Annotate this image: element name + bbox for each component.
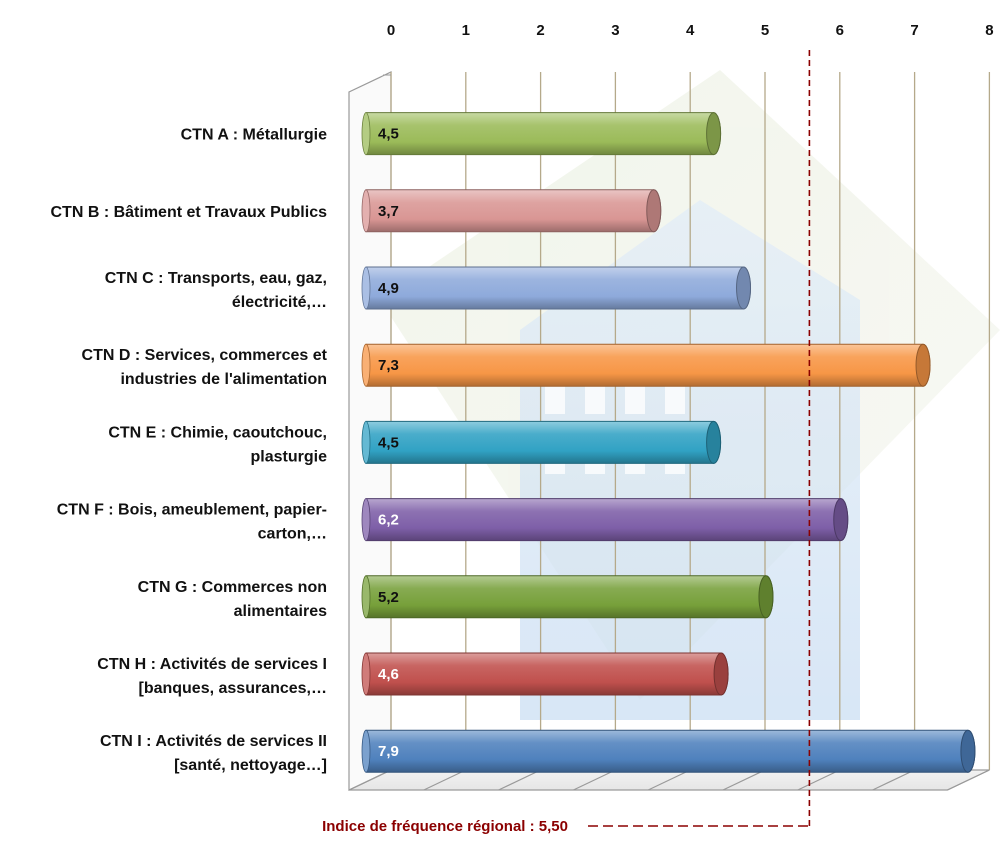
bar (365, 729, 976, 773)
category-label: CTN B : Bâtiment et Travaux Publics (50, 204, 327, 221)
category-axis: CTN A : Métallurgie CTN B : Bâtiment et T… (50, 74, 391, 774)
x-tick-label: 8 (985, 22, 993, 39)
bar (365, 575, 774, 619)
category-label: CTN H : Activités de services I [banques,… (97, 656, 327, 697)
bar-value-label: 5,2 (378, 589, 399, 606)
reference-line-label: Indice de fréquence régional : 5,50 (322, 818, 568, 835)
x-tick-label: 5 (761, 22, 769, 39)
floor-gridline (573, 769, 616, 791)
bar-start-cap (361, 652, 371, 696)
category-label: CTN F : Bois, ameublement, papier-carton… (57, 502, 327, 543)
bar-end-cap (915, 343, 931, 387)
category-label: CTN I : Activités de services II [santé, … (100, 733, 327, 774)
bar-start-cap (361, 498, 371, 541)
floor-gridline (797, 769, 841, 791)
floor-gridline (722, 769, 766, 791)
bar-end-cap (833, 498, 849, 542)
bars: 4,5 3,7 4,9 7,3 4,5 6,2 5,2 4,6 7,9 (361, 112, 976, 773)
bar-end-cap (706, 112, 722, 156)
bar-value-label: 4,5 (378, 126, 399, 143)
bar-start-cap (361, 189, 371, 233)
bar (365, 112, 722, 156)
bar-value-label: 6,2 (378, 512, 399, 529)
category-label: CTN D : Services, commerces et industries… (82, 347, 328, 388)
category-label: CTN E : Chimie, caoutchouc, plasturgie (108, 424, 327, 465)
x-axis: 0 1 2 3 4 5 6 7 8 (387, 22, 994, 39)
bar-start-cap (361, 266, 371, 310)
reference-line: Indice de fréquence régional : 5,50 (322, 50, 811, 835)
bar-value-label: 7,9 (378, 743, 399, 760)
bar (365, 498, 849, 542)
bar-value-label: 3,7 (378, 203, 399, 220)
category-label: CTN A : Métallurgie (181, 127, 327, 144)
bar-end-cap (706, 420, 722, 464)
x-tick-label: 3 (611, 22, 619, 39)
x-tick-label: 1 (462, 22, 470, 39)
bar (365, 266, 752, 310)
bar-end-cap (646, 189, 662, 233)
bar-start-cap (361, 729, 371, 773)
bar-end-cap (713, 652, 729, 696)
floor-gridline (647, 769, 691, 791)
bar-value-label: 4,6 (378, 666, 399, 683)
bar-start-cap (361, 343, 371, 387)
category-label: CTN G : Commerces non alimentaires (138, 579, 327, 620)
bar-start-cap (361, 112, 371, 156)
bar (365, 343, 931, 387)
floor-gridline (348, 769, 392, 791)
x-tick-label: 0 (387, 22, 395, 39)
bar-value-label: 4,9 (378, 280, 399, 297)
floor-gridline (872, 769, 915, 791)
bar-end-cap (960, 729, 976, 773)
bar (365, 420, 722, 464)
bar-value-label: 4,5 (378, 434, 399, 451)
bar-start-cap (361, 420, 371, 464)
bar-value-label: 7,3 (378, 357, 399, 374)
floor-gridline (498, 769, 541, 791)
floor-gridline (947, 769, 990, 791)
bar (365, 652, 729, 696)
category-label: CTN C : Transports, eau, gaz, électricité… (105, 270, 327, 311)
x-tick-label: 7 (910, 22, 918, 39)
bar (365, 189, 662, 233)
bar-end-cap (736, 266, 752, 310)
x-tick-label: 6 (836, 22, 844, 39)
x-tick-label: 4 (686, 22, 695, 39)
bar-end-cap (758, 575, 774, 619)
floor-gridline (423, 769, 467, 791)
bar-start-cap (361, 575, 371, 619)
x-tick-label: 2 (536, 22, 544, 39)
